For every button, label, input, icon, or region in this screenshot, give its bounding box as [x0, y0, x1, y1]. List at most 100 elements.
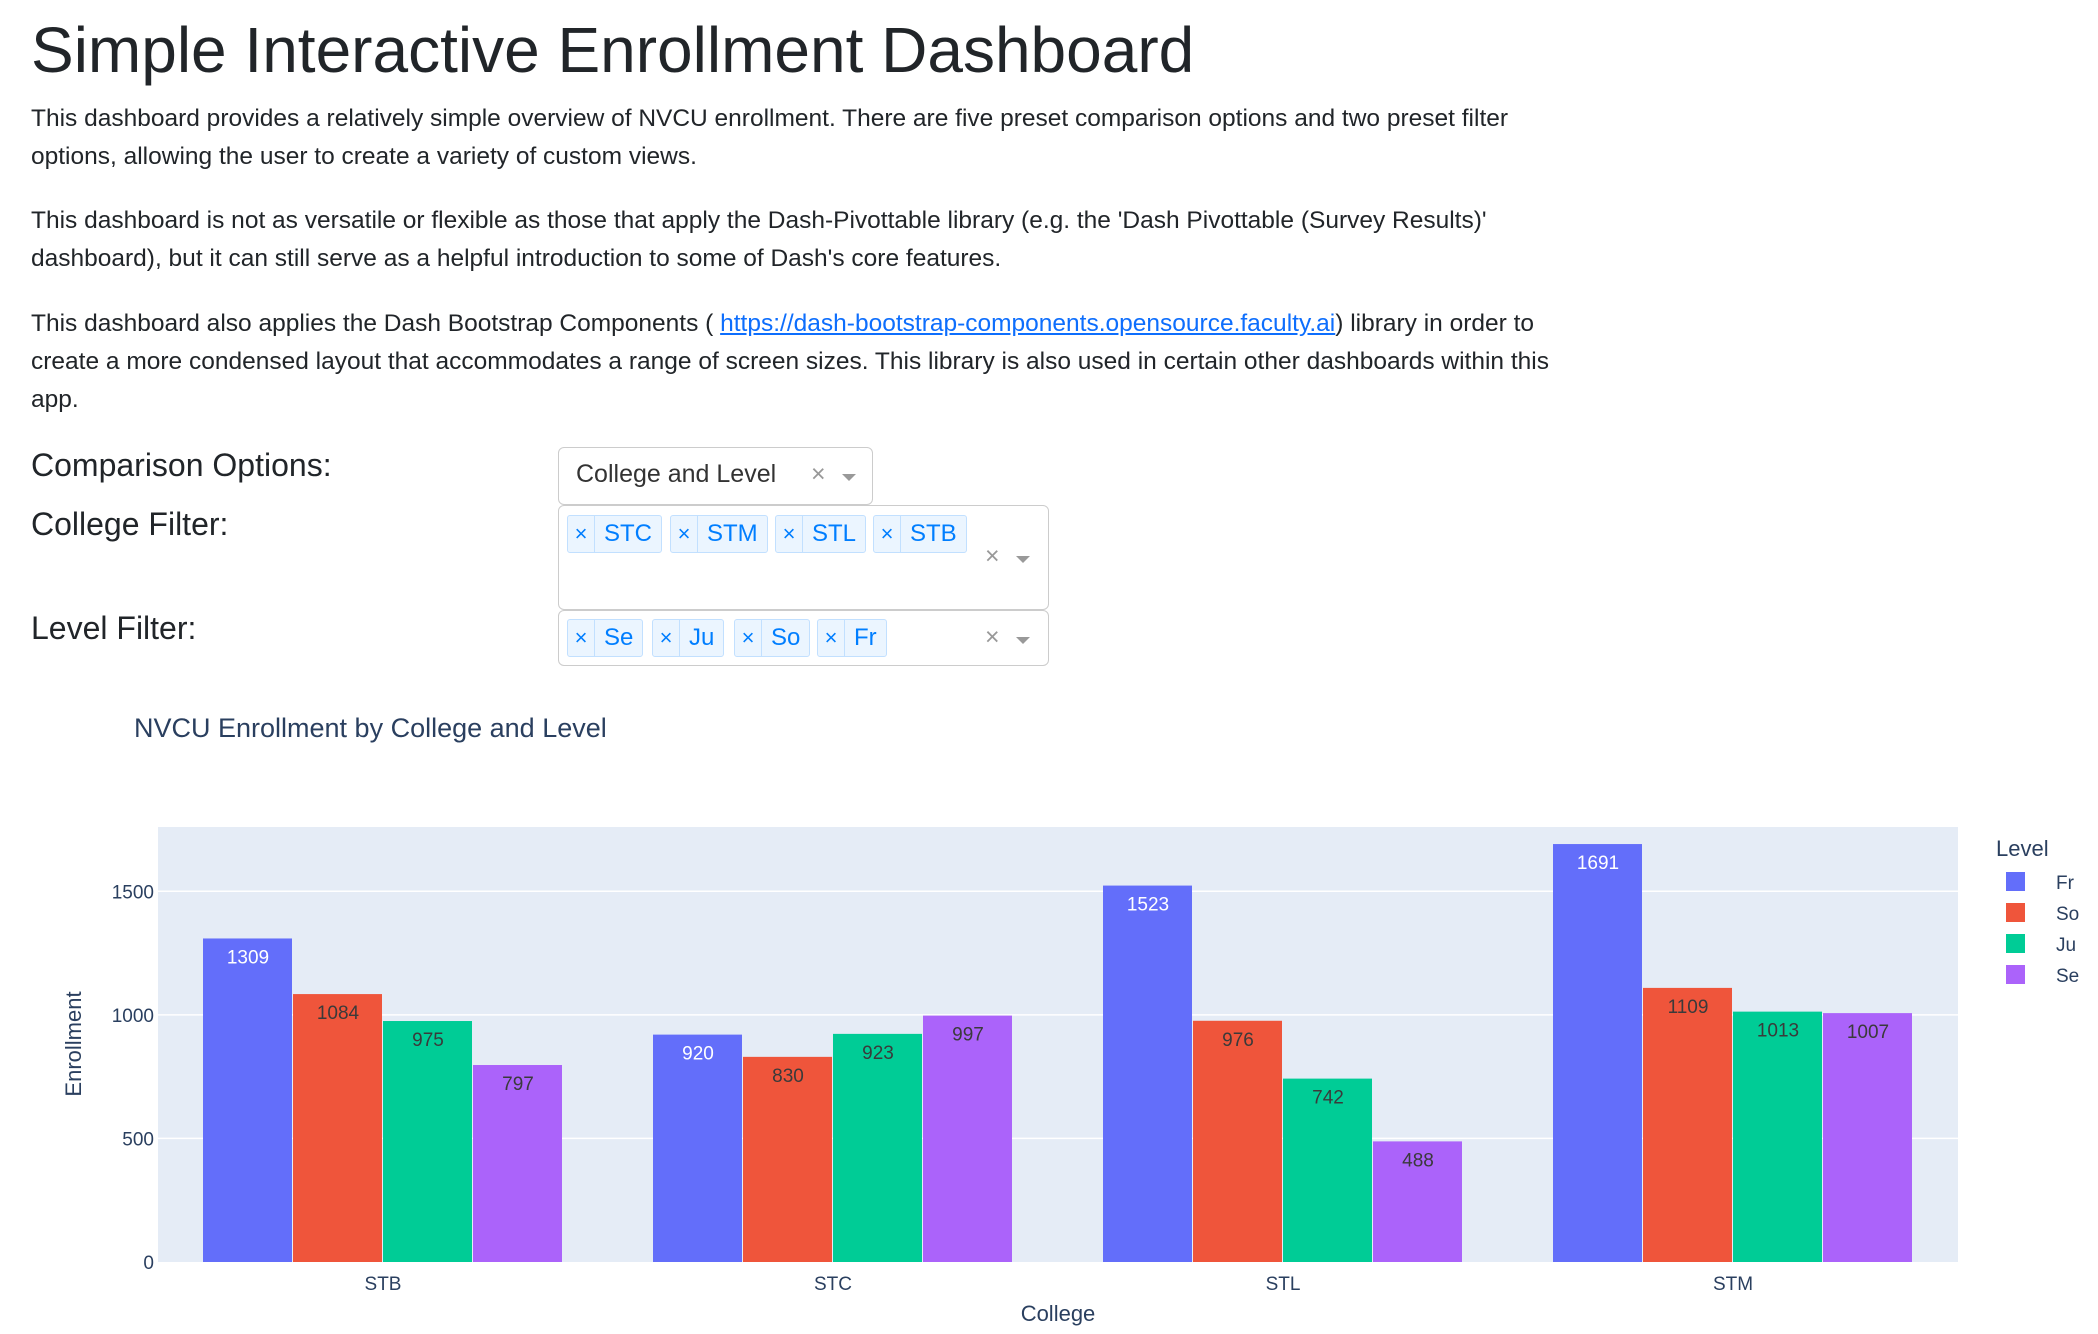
remove-chip-icon[interactable]: ×	[776, 516, 803, 552]
chip-label: Fr	[854, 624, 877, 651]
y-tick-label: 0	[143, 1253, 154, 1274]
enrollment-bar-chart[interactable]: NVCU Enrollment by College and Level 130…	[0, 684, 2098, 1334]
bar-value-label: 1084	[317, 1003, 360, 1024]
page-title: Simple Interactive Enrollment Dashboard	[31, 14, 1195, 86]
remove-chip-icon[interactable]: ×	[818, 620, 845, 656]
chip-label: Ju	[689, 624, 715, 651]
college-clear-icon[interactable]: ×	[985, 542, 1000, 570]
bar-so-stb[interactable]	[293, 994, 382, 1262]
y-axis-title: Enrollment	[61, 991, 86, 1096]
comparison-selected-value: College and Level	[576, 460, 777, 488]
chart-title: NVCU Enrollment by College and Level	[134, 713, 607, 743]
legend-item-label[interactable]: Fr	[2056, 873, 2075, 894]
legend-item-label[interactable]: Se	[2056, 966, 2079, 987]
level-chip-se[interactable]: × Se	[567, 619, 644, 657]
college-chip-stm[interactable]: × STM	[670, 515, 768, 553]
dbc-docs-link[interactable]: https://dash-bootstrap-components.openso…	[720, 310, 1336, 337]
bar-so-stm[interactable]	[1643, 987, 1732, 1262]
bar-value-label: 997	[952, 1025, 984, 1046]
remove-chip-icon[interactable]: ×	[671, 516, 698, 552]
college-chip-stb[interactable]: × STB	[873, 515, 967, 553]
bar-ju-stl[interactable]	[1283, 1078, 1372, 1262]
chip-label: STC	[604, 520, 652, 547]
chip-label: STB	[910, 520, 957, 547]
legend-item-label[interactable]: Ju	[2056, 935, 2076, 956]
bar-se-stm[interactable]	[1823, 1013, 1912, 1262]
comparison-clear-icon[interactable]: ×	[811, 460, 826, 488]
remove-chip-icon[interactable]: ×	[568, 620, 595, 656]
legend-swatch[interactable]	[2006, 903, 2025, 922]
legend: Level Fr So Ju Se	[1996, 836, 2079, 987]
bar-value-label: 920	[682, 1044, 714, 1065]
page-content: Simple Interactive Enrollment Dashboard	[31, 0, 1591, 88]
college-filter-label: College Filter:	[31, 506, 229, 542]
intro-paragraph-3: This dashboard also applies the Dash Boo…	[31, 305, 1591, 419]
bar-value-label: 1309	[227, 947, 269, 968]
chip-label: STL	[812, 520, 857, 547]
level-chip-so[interactable]: × So	[734, 619, 811, 657]
remove-chip-icon[interactable]: ×	[874, 516, 901, 552]
bar-value-label: 742	[1312, 1088, 1344, 1109]
chip-label: STM	[707, 520, 758, 547]
bar-value-label: 976	[1222, 1030, 1254, 1051]
x-tick-label: STM	[1713, 1274, 1753, 1295]
x-tick-label: STC	[814, 1274, 852, 1295]
legend-title: Level	[1996, 836, 2049, 861]
paragraph-3-text-before: This dashboard also applies the Dash Boo…	[31, 310, 721, 337]
x-tick-label: STB	[365, 1274, 402, 1295]
college-chip-stc[interactable]: × STC	[567, 515, 662, 553]
chip-label: Se	[604, 624, 634, 651]
bar-fr-stl[interactable]	[1103, 885, 1192, 1262]
bar-ju-stm[interactable]	[1733, 1011, 1822, 1262]
college-chip-stl[interactable]: × STL	[775, 515, 867, 553]
college-filter-dropdown[interactable]: × STC × STM × STL × STB ×	[558, 505, 1049, 610]
bar-fr-stm[interactable]	[1553, 844, 1642, 1262]
bar-value-label: 1007	[1847, 1022, 1889, 1043]
y-tick-label: 1000	[112, 1006, 154, 1027]
level-chip-ju[interactable]: × Ju	[652, 619, 725, 657]
college-chevron-down-icon[interactable]	[1016, 556, 1030, 563]
bar-fr-stc[interactable]	[653, 1034, 742, 1262]
level-chevron-down-icon[interactable]	[1016, 637, 1030, 644]
level-clear-icon[interactable]: ×	[985, 623, 1000, 651]
bar-value-label: 830	[772, 1066, 804, 1087]
bar-value-label: 1523	[1127, 895, 1169, 916]
y-tick-label: 1500	[112, 882, 154, 903]
remove-chip-icon[interactable]: ×	[735, 620, 762, 656]
y-tick-label: 500	[122, 1129, 154, 1150]
intro-paragraph-2: This dashboard is not as versatile or fl…	[31, 207, 1487, 272]
y-tick-labels: 0 500 1000 1500	[112, 882, 154, 1274]
x-axis-title: College	[1021, 1301, 1096, 1326]
comparison-options-label: Comparison Options:	[31, 447, 332, 483]
level-filter-label: Level Filter:	[31, 610, 197, 646]
bar-value-label: 975	[412, 1030, 444, 1051]
level-filter-dropdown[interactable]: × Se × Ju × So × Fr ×	[558, 610, 1049, 666]
comparison-chevron-down-icon[interactable]	[842, 474, 856, 481]
bar-value-label: 1691	[1577, 853, 1619, 874]
level-chip-fr[interactable]: × Fr	[817, 619, 887, 657]
bar-value-label: 1109	[1668, 997, 1709, 1018]
bar-value-label: 797	[502, 1074, 534, 1095]
remove-chip-icon[interactable]: ×	[568, 516, 595, 552]
legend-item-label[interactable]: So	[2056, 904, 2079, 925]
remove-chip-icon[interactable]: ×	[653, 620, 680, 656]
chip-label: So	[771, 624, 801, 651]
paragraph-3-text-after: ) library in order to create a more cond…	[31, 310, 1549, 413]
bar-value-label: 488	[1402, 1150, 1434, 1171]
bars: 1309 1084 975 797 920 830 923 997 1523 976 742 488 1…	[203, 844, 1912, 1262]
bar-se-stc[interactable]	[923, 1015, 1012, 1262]
bar-value-label: 923	[862, 1043, 894, 1064]
x-tick-label: STL	[1266, 1274, 1301, 1295]
bar-ju-stb[interactable]	[383, 1021, 472, 1262]
bar-so-stl[interactable]	[1193, 1020, 1282, 1262]
comparison-dropdown[interactable]: College and Level ×	[558, 447, 873, 505]
bar-se-stl[interactable]	[1373, 1141, 1462, 1262]
x-tick-labels: STB STC STL STM	[365, 1274, 1754, 1295]
bar-ju-stc[interactable]	[833, 1033, 922, 1262]
bar-se-stb[interactable]	[473, 1065, 562, 1262]
legend-swatch[interactable]	[2006, 934, 2025, 953]
bar-fr-stb[interactable]	[203, 938, 292, 1262]
bar-so-stc[interactable]	[743, 1056, 832, 1262]
legend-swatch[interactable]	[2006, 965, 2025, 984]
legend-swatch[interactable]	[2006, 872, 2025, 891]
